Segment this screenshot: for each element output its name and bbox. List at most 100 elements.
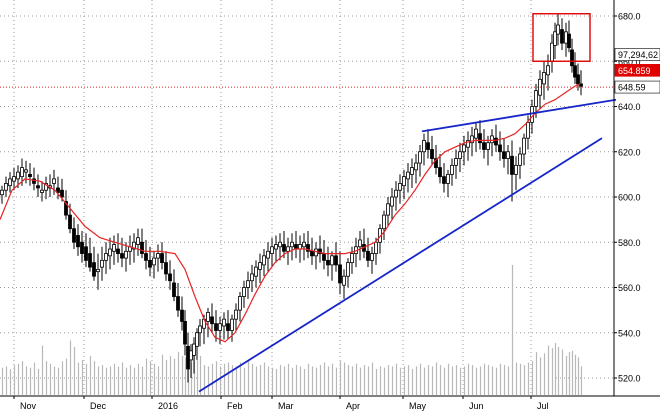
candle-up [278,241,282,248]
candle-up [254,266,258,277]
candle-down [306,244,310,252]
candle-up [490,135,494,144]
candle-down [570,49,574,67]
candle-up [96,268,100,273]
candle-down [318,248,322,254]
candle-up [550,42,554,62]
candle-up [198,325,202,334]
candle-up [12,176,16,182]
x-tick-label: Mar [278,401,294,411]
x-tick-label: Apr [346,401,360,411]
candle-down [88,253,92,268]
volume-value-label-bg [614,48,660,61]
candle-up [542,72,546,85]
candle-up [136,237,140,245]
candle-down [186,345,190,370]
candle-down [482,142,486,150]
volume-bars [1,265,583,395]
candle-up [206,311,210,322]
candle-down [28,173,32,178]
candle-down [60,189,64,198]
candle-up [238,296,242,311]
candle-down [180,309,184,322]
axes [0,0,660,397]
candle-up [394,189,398,198]
candle-down [502,151,506,159]
candle-up [370,253,374,261]
candle-down [338,264,342,284]
candle-up [358,239,362,248]
candle-up [44,183,48,191]
y-tick-label: 520.0 [618,374,641,384]
candle-up [8,178,12,187]
candle-down [160,253,164,264]
candle-up [270,246,274,254]
y-tick-label: 540.0 [618,328,641,338]
candle-up [258,262,262,270]
candle-down [56,187,60,193]
candle-down [326,259,330,266]
candle-up [462,144,466,153]
candle-up [350,253,354,264]
candle-down [510,155,514,175]
candle-up [16,171,20,180]
candle-down [144,253,148,261]
grid-layer [0,0,614,396]
candle-down [84,246,88,261]
candle-down [498,144,502,153]
indicator-lines [0,13,617,393]
candle-up [553,31,557,46]
price-value-label-bg [614,80,660,94]
candle-up [234,309,238,320]
candle-up [189,350,193,361]
candle-down [64,201,68,216]
candle-up [266,250,270,259]
y-tick-label: 580.0 [618,238,641,248]
moving-average-value-label: 654.859 [618,66,651,76]
candle-up [4,183,8,191]
candle-down [294,244,298,250]
candle-up [474,128,478,139]
trendline [198,137,603,393]
candle-down [32,178,36,184]
y-tick-label: 560.0 [618,283,641,293]
candle-up [222,318,226,327]
candle-down [334,255,338,266]
candle-up [518,153,522,166]
candle-down [214,323,218,331]
candle-down [210,316,214,325]
candle-up [314,248,318,257]
candle-up [410,167,414,175]
candle-up [192,343,196,356]
candle-up [298,244,302,250]
candle-down [282,244,286,252]
moving-average-line [0,83,581,343]
candle-up [470,135,474,144]
candle-up [132,241,136,250]
candle-up [330,255,334,266]
candle-up [546,65,550,76]
candle-down [434,158,438,168]
candle-up [398,183,402,191]
y-tick-label: 640.0 [618,102,641,112]
trendline [421,98,617,133]
candle-down [322,253,326,261]
candle-up [386,203,390,216]
candle-down [120,253,124,259]
candle-down [573,65,577,78]
candle-up [124,250,128,259]
x-tick-label: Feb [227,401,243,411]
x-tick-label: Dec [90,401,107,411]
candle-up [414,162,418,171]
candle-up [242,287,246,297]
candle-up [564,31,568,44]
candle-up [382,214,386,230]
y-tick-label: 620.0 [618,147,641,157]
candle-up [402,176,406,187]
candle-up [218,323,222,331]
x-tick-label: May [409,401,427,411]
candle-up [506,151,510,159]
candle-down [168,273,172,282]
